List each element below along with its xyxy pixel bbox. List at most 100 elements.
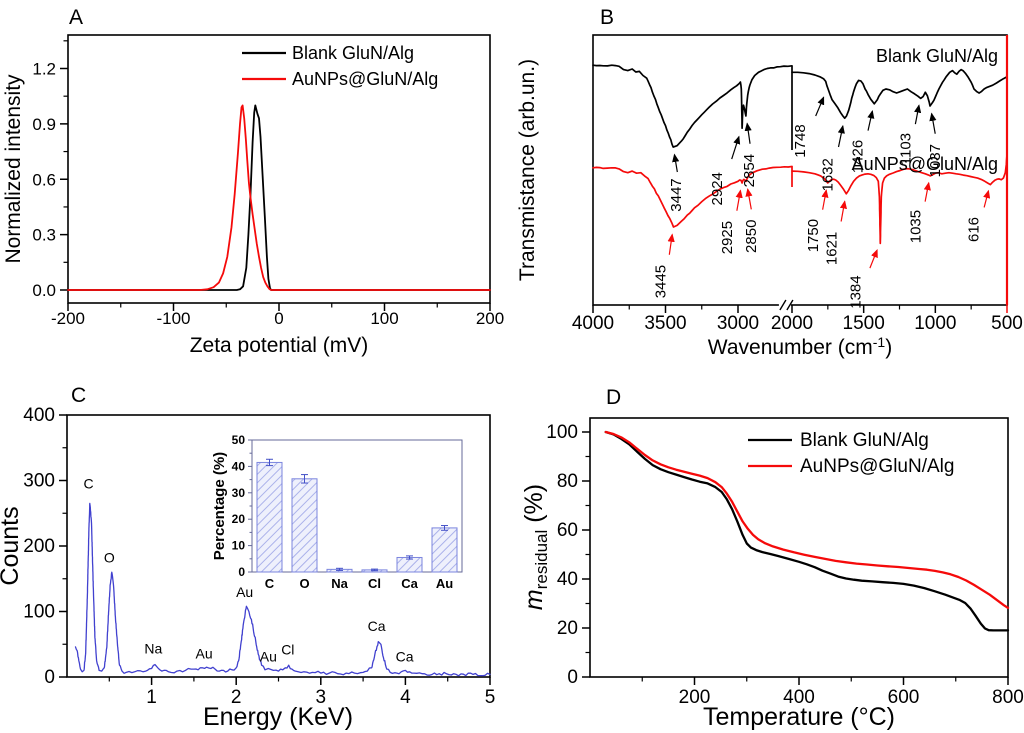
- x-tick-label: 400: [783, 687, 815, 708]
- wavenumber-annotation: 2850: [743, 220, 760, 253]
- bar-c: [256, 461, 283, 573]
- peak-label: Ca: [396, 648, 414, 664]
- x-tick-label: 800: [992, 687, 1024, 708]
- legend-label: Blank GluN/Alg: [292, 43, 414, 63]
- peak-label: Au: [260, 648, 277, 664]
- x-tick-label: 0: [274, 309, 283, 328]
- inset-category-label: Cl: [368, 576, 381, 591]
- inset-category-label: C: [265, 576, 275, 591]
- x-axis-title: Temperature (°C): [703, 703, 895, 731]
- peak-label: Na: [144, 640, 162, 656]
- x-tick-label: 1000: [914, 313, 956, 334]
- wavenumber-annotation: 616: [965, 217, 982, 242]
- x-tick-label: 200: [679, 687, 711, 708]
- legend: Blank GluN/Alg AuNPs@GluN/Alg: [242, 43, 438, 89]
- inset-category-label: Ca: [401, 576, 418, 591]
- panel-b-ftir-spectra-chart: 4000 3500 3000 2000 1500 1000 500 Wavenumber (c…: [516, 6, 1023, 359]
- wavenumber-annotation: 1384: [847, 275, 864, 308]
- inset-y-tick-label: 0: [238, 565, 245, 579]
- annotation-arrow: [731, 135, 741, 160]
- panel-d-tga-chart: 200 400 600 800 0 20 40 60 80 100 Temperature (°C)…: [520, 386, 1024, 731]
- y-tick-label: 0: [567, 667, 578, 688]
- series-edx-spectrum: [74, 502, 491, 677]
- x-tick-label: 3: [316, 687, 327, 708]
- y-tick-label: 400: [23, 405, 55, 426]
- x-tick-label: 100: [370, 309, 398, 328]
- axis-break-slash: [786, 299, 794, 311]
- series-blank-glun-alg: [604, 430, 1010, 632]
- y-tick-label: 0.6: [32, 170, 56, 189]
- panel-a-zeta-potential-chart: -200 -100 0 100 200 0.0 0.3 0.6 0.9 1.2 Zeta poten…: [2, 6, 504, 357]
- axis-ticks: 4000 3500 3000 2000 1500 1000 500: [572, 305, 1023, 334]
- y-tick-label: 300: [23, 471, 55, 492]
- inset-category-label: Au: [436, 576, 453, 591]
- peak-label: O: [104, 549, 115, 565]
- inset-y-tick-label: 20: [232, 512, 246, 526]
- annotation-arrow: [672, 153, 680, 173]
- axis-break-gap: [778, 303, 791, 307]
- annotation-arrow: [923, 181, 931, 202]
- panel-letter: A: [69, 6, 83, 29]
- wavenumber-annotation: 3445: [652, 265, 669, 298]
- wavenumber-annotation: 1621: [823, 232, 840, 265]
- x-tick-label: 1: [146, 687, 157, 708]
- x-axis-title: Zeta potential (mV): [190, 334, 369, 357]
- curve-label: AuNPs@GluN/Alg: [852, 154, 998, 174]
- legend-label: AuNPs@GluN/Alg: [292, 69, 438, 89]
- peak-label: Au: [195, 646, 212, 662]
- inset-y-tick-label: 40: [232, 459, 246, 473]
- x-tick-label: 200: [476, 309, 504, 328]
- legend-label: AuNPs@GluN/Alg: [800, 456, 954, 477]
- y-tick-label: 0: [44, 667, 55, 688]
- bar-o: [291, 478, 318, 573]
- annotation-arrow: [839, 200, 848, 222]
- curve-label: Blank GluN/Alg: [876, 46, 998, 66]
- y-tick-label: 60: [557, 520, 578, 541]
- wavenumber-annotation: 1750: [805, 219, 822, 252]
- inset-category-label: O: [299, 576, 309, 591]
- bar-au: [431, 527, 458, 573]
- axis-ticks: 200 400 600 800 0 20 40 60 80 100: [546, 422, 1024, 708]
- y-axis-title: Counts: [0, 506, 24, 585]
- series-blank-glun-alg: [592, 64, 793, 148]
- annotation-arrow: [837, 124, 845, 148]
- y-tick-label: 0.0: [32, 281, 56, 300]
- y-tick-label: 20: [557, 618, 578, 639]
- x-tick-label: 600: [888, 687, 920, 708]
- y-axis-title: Normalized intensity: [2, 74, 25, 264]
- axis-ticks: -200 -100 0 100 200 0.0 0.3 0.6 0.9 1.2: [32, 40, 504, 328]
- x-tick-label: 1500: [843, 313, 885, 334]
- inset-y-tick-label: 50: [232, 433, 246, 447]
- annotation-arrow: [867, 109, 875, 131]
- series-blank-glun-alg: [67, 104, 491, 291]
- peak-label: C: [84, 475, 94, 491]
- inset-y-axis-title: Percentage (%): [211, 452, 228, 560]
- legend-label: Blank GluN/Alg: [800, 430, 929, 451]
- x-axis-title: Energy (KeV): [203, 703, 353, 731]
- wavenumber-annotation: 1426: [849, 140, 866, 173]
- wavenumber-annotation: 1035: [907, 210, 924, 243]
- x-tick-label: 500: [991, 313, 1023, 334]
- annotation-arrow: [744, 122, 752, 144]
- y-tick-label: 80: [557, 471, 578, 492]
- annotation-arrow: [667, 233, 675, 255]
- x-tick-label: 3000: [717, 313, 759, 334]
- y-tick-label: 100: [23, 602, 55, 623]
- inset-category-label: Na: [331, 576, 348, 591]
- x-tick-label: 3500: [644, 313, 686, 334]
- axis-break-slash: [779, 299, 787, 311]
- series-blank-glun-alg: [791, 68, 1008, 120]
- y-tick-label: 0.9: [32, 115, 56, 134]
- annotation-arrow: [869, 248, 878, 269]
- annotation-arrow: [983, 189, 991, 208]
- wavenumber-annotation: 1103: [898, 133, 915, 165]
- wavenumber-annotation: 1632: [820, 158, 837, 191]
- wavenumber-annotation: 2924: [709, 172, 726, 205]
- x-axis-title: Wavenumber (cm-1): [708, 334, 892, 359]
- x-tick-label: -100: [156, 309, 190, 328]
- y-tick-label: 100: [546, 422, 578, 443]
- wavenumber-annotation: 3447: [668, 178, 685, 211]
